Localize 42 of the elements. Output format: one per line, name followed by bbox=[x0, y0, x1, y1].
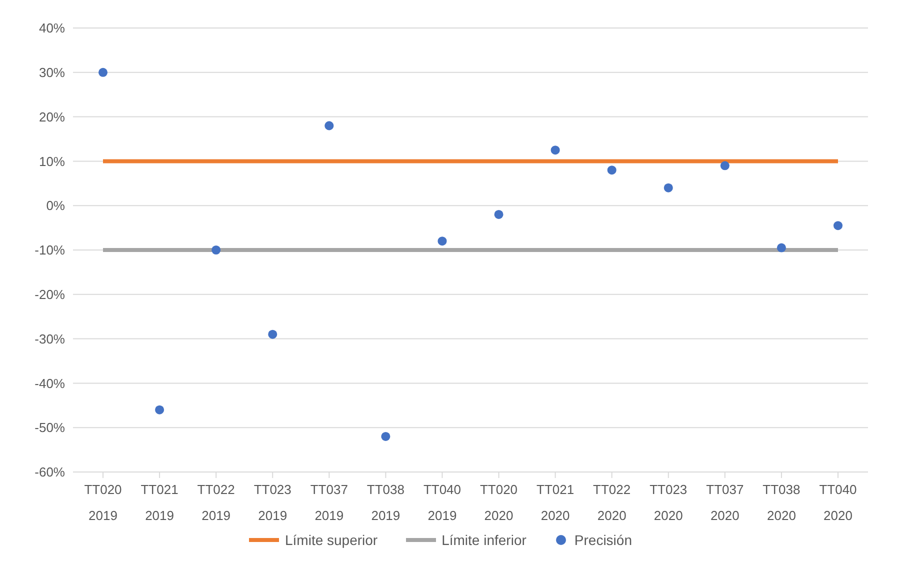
x-tick-label: TT037 2020 bbox=[706, 482, 744, 523]
point bbox=[607, 166, 616, 175]
x-tick-label: TT040 2019 bbox=[423, 482, 462, 523]
y-tick-label: -20% bbox=[34, 287, 66, 302]
point bbox=[324, 121, 334, 130]
legend-label: Límite inferior bbox=[442, 532, 526, 548]
y-tick-label: -40% bbox=[34, 376, 66, 391]
x-tick-label: TT021 2019 bbox=[140, 482, 178, 523]
point bbox=[494, 210, 504, 219]
x-tick-label: TT038 2019 bbox=[366, 482, 404, 523]
legend-label: Precisión bbox=[574, 532, 632, 548]
legend-label: Límite superior bbox=[285, 532, 378, 548]
x-tick-label: TT022 2019 bbox=[197, 482, 235, 523]
y-tick-label: -50% bbox=[34, 420, 66, 436]
x-tick-label: TT020 2020 bbox=[480, 482, 518, 523]
x-tick-label: TT038 2020 bbox=[762, 482, 800, 523]
point bbox=[98, 68, 108, 77]
x-tick-label: TT023 2020 bbox=[650, 482, 688, 523]
x-tick-label: TT021 2020 bbox=[536, 482, 574, 523]
point bbox=[212, 245, 221, 255]
y-tick-label: -30% bbox=[34, 331, 66, 346]
point bbox=[776, 243, 786, 252]
y-tick-label: -60% bbox=[34, 464, 66, 480]
point bbox=[833, 221, 843, 230]
y-tick-label: -10% bbox=[34, 242, 66, 258]
y-tick-label: 10% bbox=[38, 154, 66, 169]
x-tick-label: TT023 2019 bbox=[254, 482, 292, 523]
y-tick-label: 30% bbox=[38, 65, 66, 80]
y-tick-label: 20% bbox=[38, 109, 66, 124]
y-tick-label: 0% bbox=[46, 198, 66, 214]
point bbox=[550, 146, 560, 155]
x-tick-label: TT022 2020 bbox=[593, 482, 631, 523]
point bbox=[155, 405, 164, 414]
point bbox=[381, 432, 390, 441]
x-tick-label: TT037 2019 bbox=[310, 482, 348, 523]
x-tick-label: TT040 2020 bbox=[819, 482, 857, 523]
point bbox=[438, 236, 447, 246]
y-tick-label: 40% bbox=[38, 20, 66, 36]
point bbox=[720, 161, 730, 170]
x-tick-label: TT020 2019 bbox=[84, 482, 122, 523]
point bbox=[268, 330, 278, 339]
point bbox=[664, 183, 673, 192]
